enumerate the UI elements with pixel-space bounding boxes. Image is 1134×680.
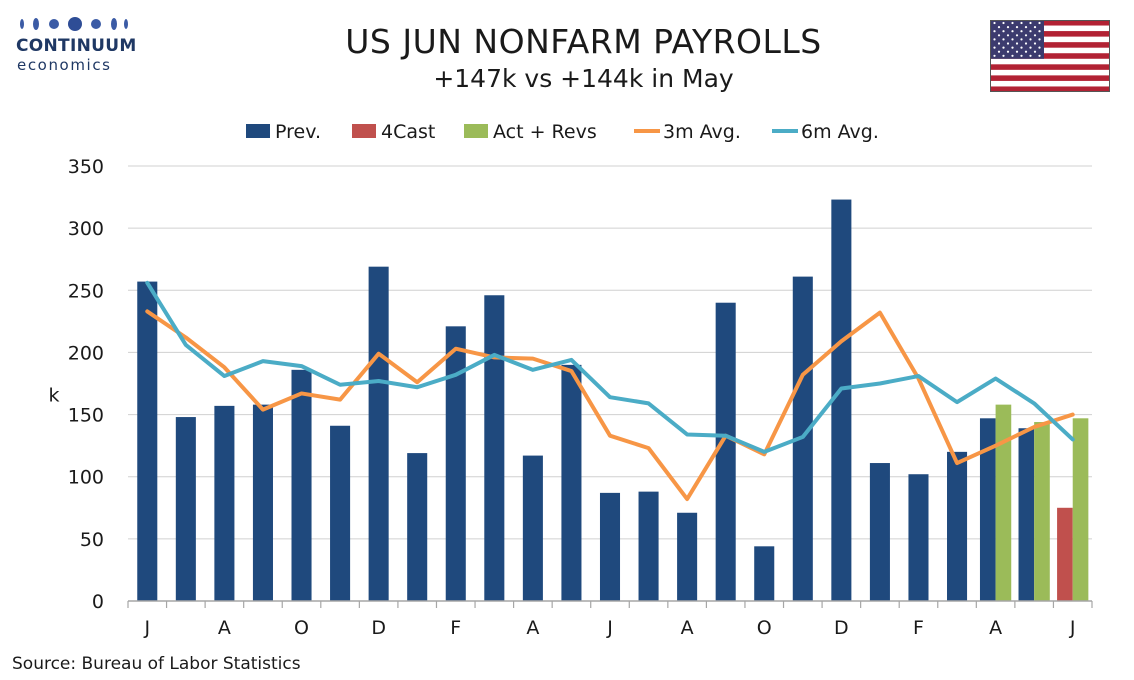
bar-prev [831, 199, 852, 602]
bar-act-revs [1072, 418, 1089, 601]
brand-name: CONTINUUM [16, 36, 137, 56]
gridlines [128, 165, 1092, 540]
y-tick-label: 0 [92, 591, 104, 613]
y-axis: 0 50 100 150 200 250 300 350 k [48, 156, 104, 613]
x-tick-label: O [294, 617, 309, 639]
x-tick-label: O [757, 617, 772, 639]
bar-prev [638, 491, 659, 601]
bar-prev [754, 546, 775, 601]
x-tick-label: A [218, 617, 231, 639]
x-tick-label: A [989, 617, 1002, 639]
chart-title: US JUN NONFARM PAYROLLS [345, 22, 822, 61]
bar-4cast [1057, 507, 1073, 601]
bar-prev [947, 451, 968, 601]
chart-subtitle: +147k vs +144k in May [433, 64, 734, 93]
x-tick-label: A [526, 617, 539, 639]
bar-prev [1018, 428, 1035, 601]
legend-label-prev: Prev. [275, 121, 321, 143]
bar-prev [561, 364, 582, 601]
chart-canvas: Prev. 4Cast Act + Revs 3m Avg. 6m Avg. 0 50 10… [48, 121, 1093, 639]
y-tick-label: 150 [68, 405, 104, 427]
y-tick-label: 50 [80, 529, 104, 551]
bar-prev [368, 266, 389, 601]
x-tick-label: D [371, 617, 386, 639]
legend-label-3m-avg: 3m Avg. [663, 121, 741, 143]
legend-swatch-4cast [352, 124, 376, 138]
bar-prev [214, 405, 235, 601]
y-tick-label: 300 [68, 218, 104, 240]
bars [137, 199, 1089, 602]
x-tick-label: J [606, 617, 613, 639]
bar-prev [677, 512, 698, 601]
x-tick-label: F [450, 617, 461, 639]
bar-prev [252, 404, 273, 601]
y-tick-label: 250 [68, 280, 104, 302]
y-tick-label: 350 [68, 156, 104, 178]
legend-label-act-revs: Act + Revs [493, 121, 597, 143]
y-tick-label: 100 [68, 467, 104, 489]
x-tick-label: J [1069, 617, 1076, 639]
legend-label-4cast: 4Cast [381, 121, 435, 143]
bar-prev [979, 418, 996, 601]
brand-sub: economics [17, 56, 112, 74]
bar-act-revs [1034, 422, 1050, 601]
bar-prev [715, 302, 736, 601]
bar-prev [137, 281, 158, 601]
legend-label-6m-avg: 6m Avg. [801, 121, 879, 143]
x-tick-label: J [143, 617, 150, 639]
bar-prev [330, 425, 351, 601]
bar-prev [175, 417, 196, 601]
lines [145, 280, 1075, 502]
logo-dots-icon [20, 17, 128, 31]
bar-prev [522, 455, 543, 601]
x-tick-label: F [913, 617, 924, 639]
y-tick-label: 200 [68, 342, 104, 364]
bar-prev [908, 474, 929, 601]
bar-prev [291, 369, 312, 601]
continuum-economics-logo: CONTINUUM economics [14, 14, 137, 76]
x-tick-label: A [681, 617, 694, 639]
bar-prev [445, 326, 466, 601]
bar-prev [407, 453, 428, 601]
bar-act-revs [995, 404, 1012, 601]
bar-prev [599, 492, 621, 601]
y-axis-label: k [48, 385, 59, 407]
bar-prev [484, 295, 505, 601]
x-tick-label: D [834, 617, 849, 639]
us-flag-icon [990, 20, 1110, 92]
legend-swatch-act-revs [464, 124, 488, 138]
line-3m-avg [145, 309, 1075, 502]
source-note: Source: Bureau of Labor Statistics [12, 654, 301, 674]
legend: Prev. 4Cast Act + Revs 3m Avg. 6m Avg. [246, 121, 879, 143]
bar-prev [869, 463, 890, 601]
legend-swatch-prev [246, 124, 270, 138]
line-6m-avg [145, 280, 1075, 454]
